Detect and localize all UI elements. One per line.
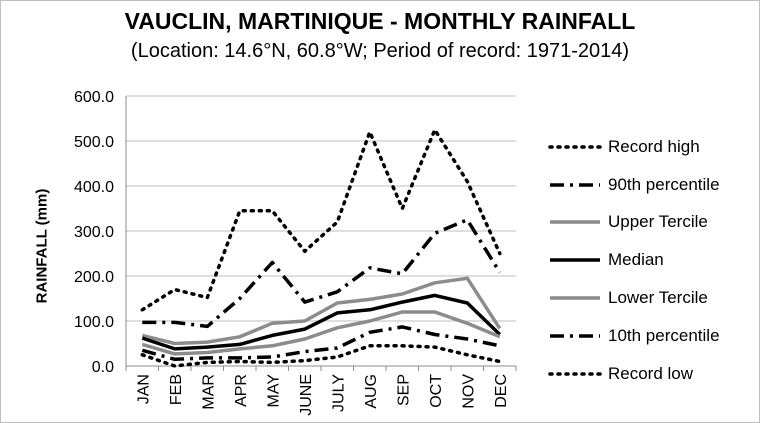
- y-tick-label: 500.0: [74, 134, 114, 151]
- tick-labels: 0.0 100.0 200.0 300.0 400.0 500.0 600.0 JAN FEB M…: [74, 89, 510, 416]
- y-tick-label: 300.0: [74, 224, 114, 241]
- chart-title: VAUCLIN, MARTINIQUE - MONTHLY RAINFALL: [124, 8, 636, 34]
- series-lines: [140, 128, 502, 368]
- axes: [125, 96, 517, 371]
- legend-label: 90th percentile: [608, 174, 720, 194]
- legend-item: Lower Tercile: [548, 279, 758, 317]
- x-tick-label: MAR: [200, 374, 217, 410]
- series-line-record-high: [140, 128, 502, 312]
- series-line-record-low: [140, 344, 502, 368]
- chart-subtitle: (Location: 14.6°N, 60.8°W; Period of rec…: [130, 40, 630, 62]
- x-tick-label: DEC: [493, 374, 510, 408]
- y-tick-label: 600.0: [74, 89, 114, 106]
- legend-swatch: [550, 258, 600, 263]
- series-line-lower-tercile: [141, 310, 501, 356]
- legend: Record high 90th percentile Upper Tercile M…: [548, 128, 758, 393]
- x-tick-label: NOV: [460, 374, 477, 409]
- legend-swatch: [548, 145, 602, 149]
- legend-swatch: [550, 334, 600, 338]
- y-tick-label: 400.0: [74, 179, 114, 196]
- y-tick-label: 0.0: [92, 359, 114, 376]
- legend-label: 10th percentile: [608, 325, 720, 345]
- legend-label: Record low: [608, 363, 694, 383]
- legend-item: Record high: [548, 128, 758, 166]
- legend-swatch: [550, 182, 600, 187]
- legend-item: Record low: [548, 355, 758, 393]
- x-tick-label: OCT: [428, 374, 445, 408]
- series-line-upper-tercile: [141, 276, 502, 346]
- series-line-90th-percentile: [142, 218, 502, 329]
- legend-label: Record high: [608, 136, 700, 156]
- legend-item: Upper Tercile: [548, 204, 758, 242]
- legend-item: Median: [548, 241, 758, 279]
- legend-item: 90th percentile: [548, 166, 758, 204]
- legend-swatch: [550, 220, 600, 225]
- y-tick-label: 100.0: [74, 314, 114, 331]
- legend-swatch: [550, 296, 600, 300]
- y-tick-label: 200.0: [74, 269, 114, 286]
- legend-label: Lower Tercile: [608, 288, 708, 308]
- x-tick-label: AUG: [363, 374, 380, 409]
- series-line-median: [141, 293, 502, 351]
- x-tick-label: APR: [233, 374, 250, 407]
- legend-swatch: [548, 371, 602, 376]
- series-line-10th-percentile: [141, 325, 501, 362]
- x-tick-label: SEP: [395, 374, 412, 406]
- gridlines: [126, 95, 516, 322]
- x-tick-label: MAY: [265, 374, 282, 408]
- x-tick-label: FEB: [168, 374, 185, 405]
- x-tick-label: JAN: [135, 374, 152, 404]
- legend-item: 10th percentile: [548, 317, 758, 355]
- legend-label: Median: [608, 250, 664, 270]
- legend-label: Upper Tercile: [608, 212, 708, 232]
- x-tick-label: JUNE: [298, 374, 315, 416]
- x-tick-label: JULY: [330, 374, 347, 412]
